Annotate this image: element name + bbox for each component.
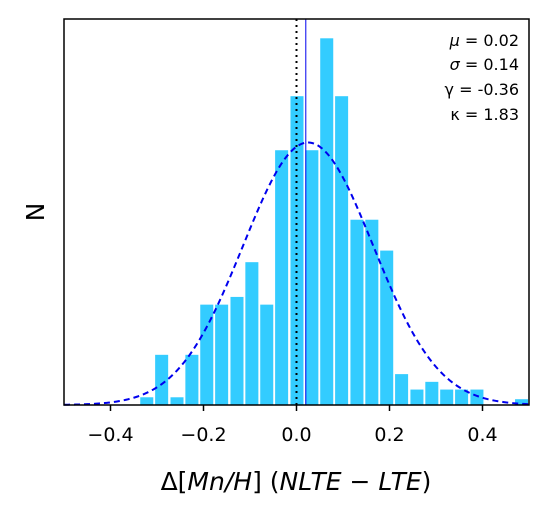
stat-gamma-value: = -0.36 xyxy=(454,80,519,99)
x-tick-label-3: 0.2 xyxy=(374,424,404,446)
x-label-suffix: ) xyxy=(422,467,432,496)
histogram-bar-9 xyxy=(215,304,229,405)
stat-sigma: σ = 0.14 xyxy=(450,55,519,74)
stat-gamma: γ = -0.36 xyxy=(445,80,519,99)
histogram-bar-14 xyxy=(290,96,304,405)
stat-kappa: κ = 1.83 xyxy=(450,105,519,124)
histogram-bar-17 xyxy=(335,96,349,405)
stat-mu: μ = 0.02 xyxy=(449,31,519,50)
stats-annotation: μ = 0.02 σ = 0.14 γ = -0.36 κ = 1.83 xyxy=(445,31,519,124)
x-label-mid: ] ( xyxy=(252,467,279,496)
x-axis-label: Δ[Mn/H] (NLTE − LTE) xyxy=(161,467,432,496)
histogram-bar-25 xyxy=(455,389,469,405)
histogram-bar-21 xyxy=(395,374,409,405)
x-label-method: NLTE − LTE xyxy=(280,467,422,496)
y-axis-label: N xyxy=(21,203,50,222)
stat-sigma-value: = 0.14 xyxy=(460,55,519,74)
x-tick-label-0: −0.4 xyxy=(87,424,133,446)
x-label-prefix: Δ[ xyxy=(161,467,188,496)
x-axis-ticks: −0.4 −0.2 0.0 0.2 0.4 xyxy=(87,405,498,446)
x-tick-label-2: 0.0 xyxy=(281,424,311,446)
histogram-bar-24 xyxy=(440,389,454,405)
x-label-species: Mn/H xyxy=(187,467,252,496)
histogram-bar-6 xyxy=(170,397,184,405)
histogram-bars xyxy=(140,38,529,406)
histogram-bar-10 xyxy=(230,296,244,405)
stat-mu-symbol: μ xyxy=(449,31,460,50)
histogram-bar-16 xyxy=(320,38,334,406)
histogram-bar-22 xyxy=(410,389,424,405)
histogram-bar-4 xyxy=(140,397,154,405)
histogram-bar-19 xyxy=(365,219,379,405)
stat-sigma-symbol: σ xyxy=(450,55,461,74)
stat-kappa-value: = 1.83 xyxy=(460,105,519,124)
histogram-bar-18 xyxy=(350,219,364,405)
histogram-bar-20 xyxy=(380,250,394,405)
histogram-bar-29 xyxy=(515,399,529,405)
histogram-bar-13 xyxy=(275,150,289,405)
histogram-bar-5 xyxy=(155,354,169,405)
stat-mu-value: = 0.02 xyxy=(460,31,519,50)
x-tick-label-1: −0.2 xyxy=(180,424,226,446)
gaussian-fit-curve xyxy=(63,141,530,406)
histogram-bar-15 xyxy=(305,150,319,405)
histogram-bar-26 xyxy=(470,389,484,405)
histogram-bar-7 xyxy=(185,354,199,405)
histogram-bar-12 xyxy=(260,304,274,405)
histogram-bar-11 xyxy=(245,262,259,405)
histogram-bar-8 xyxy=(200,304,214,405)
stat-kappa-symbol: κ xyxy=(450,105,460,124)
x-tick-label-4: 0.4 xyxy=(467,424,497,446)
stat-gamma-symbol: γ xyxy=(445,80,454,99)
histogram-bar-23 xyxy=(425,381,439,405)
